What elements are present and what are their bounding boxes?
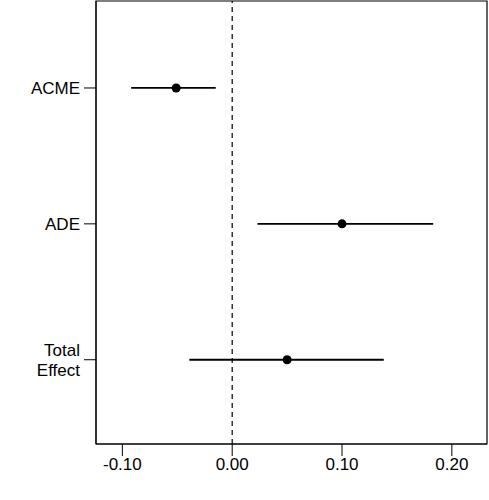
svg-text:-0.10: -0.10 [103,455,142,474]
svg-text:ACME: ACME [31,79,80,98]
svg-text:ADE: ADE [45,215,80,234]
svg-text:TotalEffect: TotalEffect [37,341,80,380]
svg-text:0.10: 0.10 [325,455,358,474]
svg-text:0.20: 0.20 [435,455,468,474]
svg-text:0.00: 0.00 [216,455,249,474]
